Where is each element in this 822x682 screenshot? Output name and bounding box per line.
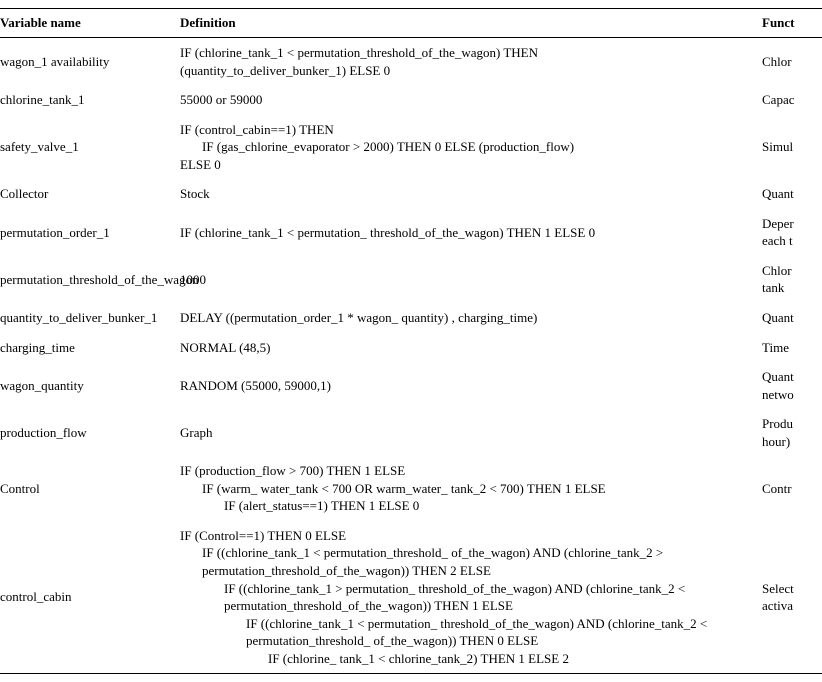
cell-variable-name: quantity_to_deliver_bunker_1: [0, 303, 180, 333]
cell-variable-name: control_cabin: [0, 521, 180, 673]
definition-line: permutation_threshold_of_the_wagon)) THE…: [180, 597, 756, 615]
cell-definition: IF (production_flow > 700) THEN 1 ELSEIF…: [180, 456, 762, 521]
cell-function: Contr: [762, 456, 822, 521]
cell-definition: IF (chlorine_tank_1 < permutation_thresh…: [180, 38, 762, 86]
cell-function: Time: [762, 333, 822, 363]
table-row: wagon_1 availabilityIF (chlorine_tank_1 …: [0, 38, 822, 86]
table-row: wagon_quantityRANDOM (55000, 59000,1) Qua…: [0, 362, 822, 409]
table-row: permutation_threshold_of_the_wagon1000 Ch…: [0, 256, 822, 303]
definition-line: IF ((chlorine_tank_1 > permutation_ thre…: [180, 580, 756, 598]
definition-line: permutation_threshold_ of_the_wagon)) TH…: [180, 632, 756, 650]
definition-line: (quantity_to_deliver_bunker_1) ELSE 0: [180, 62, 756, 80]
definition-line: permutation_threshold_of_the_wagon)) THE…: [180, 562, 756, 580]
cell-variable-name: charging_time: [0, 333, 180, 363]
cell-definition: Graph: [180, 409, 762, 456]
cell-function: Depereach t: [762, 209, 822, 256]
definition-line: 55000 or 59000: [180, 91, 756, 109]
col-header-function: Funct: [762, 9, 822, 38]
cell-variable-name: wagon_1 availability: [0, 38, 180, 86]
cell-function: Produhour): [762, 409, 822, 456]
table-bottom-rule: [0, 673, 822, 674]
cell-variable-name: production_flow: [0, 409, 180, 456]
cell-function: Quant: [762, 303, 822, 333]
definition-line: IF (control_cabin==1) THEN: [180, 121, 756, 139]
cell-function: Selectactiva: [762, 521, 822, 673]
function-line: Time: [762, 339, 816, 357]
definition-line: IF (chlorine_ tank_1 < chlorine_tank_2) …: [180, 650, 756, 668]
variable-definition-table: Variable name Definition Funct wagon_1 a…: [0, 9, 822, 673]
definition-line: Graph: [180, 424, 756, 442]
definition-line: IF ((chlorine_tank_1 < permutation_ thre…: [180, 615, 756, 633]
table-row: safety_valve_1IF (control_cabin==1) THEN…: [0, 115, 822, 180]
definition-line: IF (chlorine_tank_1 < permutation_thresh…: [180, 44, 756, 62]
definition-line: DELAY ((permutation_order_1 * wagon_ qua…: [180, 309, 756, 327]
cell-definition: RANDOM (55000, 59000,1): [180, 362, 762, 409]
cell-variable-name: Collector: [0, 179, 180, 209]
cell-variable-name: wagon_quantity: [0, 362, 180, 409]
cell-function: Chlor: [762, 38, 822, 86]
table-header-row: Variable name Definition Funct: [0, 9, 822, 38]
function-line: Simul: [762, 138, 816, 156]
table-row: chlorine_tank_155000 or 59000 Capac: [0, 85, 822, 115]
function-line: Deper: [762, 215, 816, 233]
function-line: Quant: [762, 309, 816, 327]
definition-line: RANDOM (55000, 59000,1): [180, 377, 756, 395]
function-line: Chlor: [762, 53, 816, 71]
cell-definition: 1000: [180, 256, 762, 303]
cell-variable-name: chlorine_tank_1: [0, 85, 180, 115]
definition-line: IF (production_flow > 700) THEN 1 ELSE: [180, 462, 756, 480]
definition-line: IF (alert_status==1) THEN 1 ELSE 0: [180, 497, 756, 515]
cell-function: Quantnetwo: [762, 362, 822, 409]
definition-line: IF (Control==1) THEN 0 ELSE: [180, 527, 756, 545]
cell-function: Quant: [762, 179, 822, 209]
function-line: Contr: [762, 480, 816, 498]
table-row: permutation_order_1IF (chlorine_tank_1 <…: [0, 209, 822, 256]
function-line: each t: [762, 232, 816, 250]
definition-line: IF (gas_chlorine_evaporator > 2000) THEN…: [180, 138, 756, 156]
function-line: hour): [762, 433, 816, 451]
function-line: tank: [762, 279, 816, 297]
function-line: Quant: [762, 368, 816, 386]
table-row: charging_timeNORMAL (48,5) Time: [0, 333, 822, 363]
cell-variable-name: Control: [0, 456, 180, 521]
cell-function: Chlortank: [762, 256, 822, 303]
function-line: Select: [762, 580, 816, 598]
table-row: CollectorStock Quant: [0, 179, 822, 209]
table-body: wagon_1 availabilityIF (chlorine_tank_1 …: [0, 38, 822, 674]
function-line: Capac: [762, 91, 816, 109]
definition-line: IF (chlorine_tank_1 < permutation_ thres…: [180, 224, 756, 242]
definition-line: IF ((chlorine_tank_1 < permutation_thres…: [180, 544, 756, 562]
definition-line: Stock: [180, 185, 756, 203]
col-header-variable: Variable name: [0, 9, 180, 38]
definition-line: NORMAL (48,5): [180, 339, 756, 357]
cell-definition: IF (Control==1) THEN 0 ELSEIF ((chlorine…: [180, 521, 762, 673]
table-row: production_flowGraph Produhour): [0, 409, 822, 456]
table-row: ControlIF (production_flow > 700) THEN 1…: [0, 456, 822, 521]
cell-definition: 55000 or 59000: [180, 85, 762, 115]
table-row: quantity_to_deliver_bunker_1DELAY ((perm…: [0, 303, 822, 333]
cell-definition: DELAY ((permutation_order_1 * wagon_ qua…: [180, 303, 762, 333]
function-line: activa: [762, 597, 816, 615]
definition-line: IF (warm_ water_tank < 700 OR warm_water…: [180, 480, 756, 498]
function-line: netwo: [762, 386, 816, 404]
cell-variable-name: permutation_threshold_of_the_wagon: [0, 256, 180, 303]
col-header-definition: Definition: [180, 9, 762, 38]
function-line: Quant: [762, 185, 816, 203]
variable-definition-table-container: Variable name Definition Funct wagon_1 a…: [0, 0, 822, 682]
cell-variable-name: safety_valve_1: [0, 115, 180, 180]
cell-definition: NORMAL (48,5): [180, 333, 762, 363]
cell-definition: Stock: [180, 179, 762, 209]
cell-function: Capac: [762, 85, 822, 115]
definition-line: 1000: [180, 271, 756, 289]
table-row: control_cabinIF (Control==1) THEN 0 ELSE…: [0, 521, 822, 673]
function-line: Chlor: [762, 262, 816, 280]
function-line: Produ: [762, 415, 816, 433]
cell-definition: IF (chlorine_tank_1 < permutation_ thres…: [180, 209, 762, 256]
cell-function: Simul: [762, 115, 822, 180]
cell-definition: IF (control_cabin==1) THENIF (gas_chlori…: [180, 115, 762, 180]
definition-line: ELSE 0: [180, 156, 756, 174]
cell-variable-name: permutation_order_1: [0, 209, 180, 256]
